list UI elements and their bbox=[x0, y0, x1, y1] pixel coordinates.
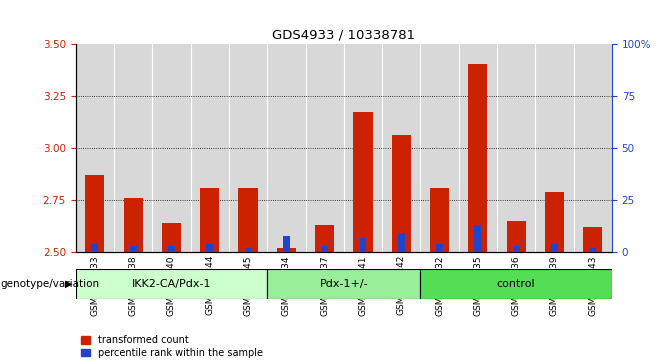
Bar bbox=[277, 248, 296, 252]
Bar bbox=[86, 175, 105, 252]
Bar bbox=[238, 188, 258, 252]
FancyBboxPatch shape bbox=[267, 269, 420, 299]
Text: ▶: ▶ bbox=[65, 279, 72, 289]
Bar bbox=[382, 44, 420, 252]
Title: GDS4933 / 10338781: GDS4933 / 10338781 bbox=[272, 28, 415, 41]
Text: Pdx-1+/-: Pdx-1+/- bbox=[320, 279, 368, 289]
Bar bbox=[267, 44, 305, 252]
Bar bbox=[474, 225, 481, 252]
Bar bbox=[152, 44, 191, 252]
Bar bbox=[513, 246, 520, 252]
Bar bbox=[245, 248, 251, 252]
Bar bbox=[315, 225, 334, 252]
Bar bbox=[124, 198, 143, 252]
Bar bbox=[497, 44, 536, 252]
FancyBboxPatch shape bbox=[420, 269, 612, 299]
Bar bbox=[392, 135, 411, 252]
Bar bbox=[200, 188, 219, 252]
Bar bbox=[436, 244, 443, 252]
Bar bbox=[507, 221, 526, 252]
Bar bbox=[229, 44, 267, 252]
Bar bbox=[468, 65, 488, 252]
Bar bbox=[114, 44, 152, 252]
Bar bbox=[162, 223, 181, 252]
Bar bbox=[207, 244, 213, 252]
Bar bbox=[168, 246, 175, 252]
Bar bbox=[536, 44, 574, 252]
Bar bbox=[343, 44, 382, 252]
Text: control: control bbox=[497, 279, 536, 289]
Bar bbox=[398, 233, 405, 252]
Bar bbox=[91, 244, 98, 252]
Bar bbox=[551, 244, 558, 252]
Text: genotype/variation: genotype/variation bbox=[0, 279, 99, 289]
Legend: transformed count, percentile rank within the sample: transformed count, percentile rank withi… bbox=[80, 335, 263, 358]
Bar bbox=[545, 192, 564, 252]
Bar bbox=[430, 188, 449, 252]
Bar bbox=[459, 44, 497, 252]
Bar bbox=[130, 246, 137, 252]
Bar bbox=[359, 238, 367, 252]
Bar bbox=[583, 227, 602, 252]
Bar bbox=[191, 44, 229, 252]
Bar bbox=[590, 248, 596, 252]
Bar bbox=[283, 236, 290, 252]
FancyBboxPatch shape bbox=[76, 269, 267, 299]
Bar bbox=[305, 44, 343, 252]
Bar bbox=[574, 44, 612, 252]
Bar bbox=[321, 246, 328, 252]
Bar bbox=[420, 44, 459, 252]
Bar bbox=[76, 44, 114, 252]
Bar bbox=[353, 113, 372, 252]
Text: IKK2-CA/Pdx-1: IKK2-CA/Pdx-1 bbox=[132, 279, 211, 289]
